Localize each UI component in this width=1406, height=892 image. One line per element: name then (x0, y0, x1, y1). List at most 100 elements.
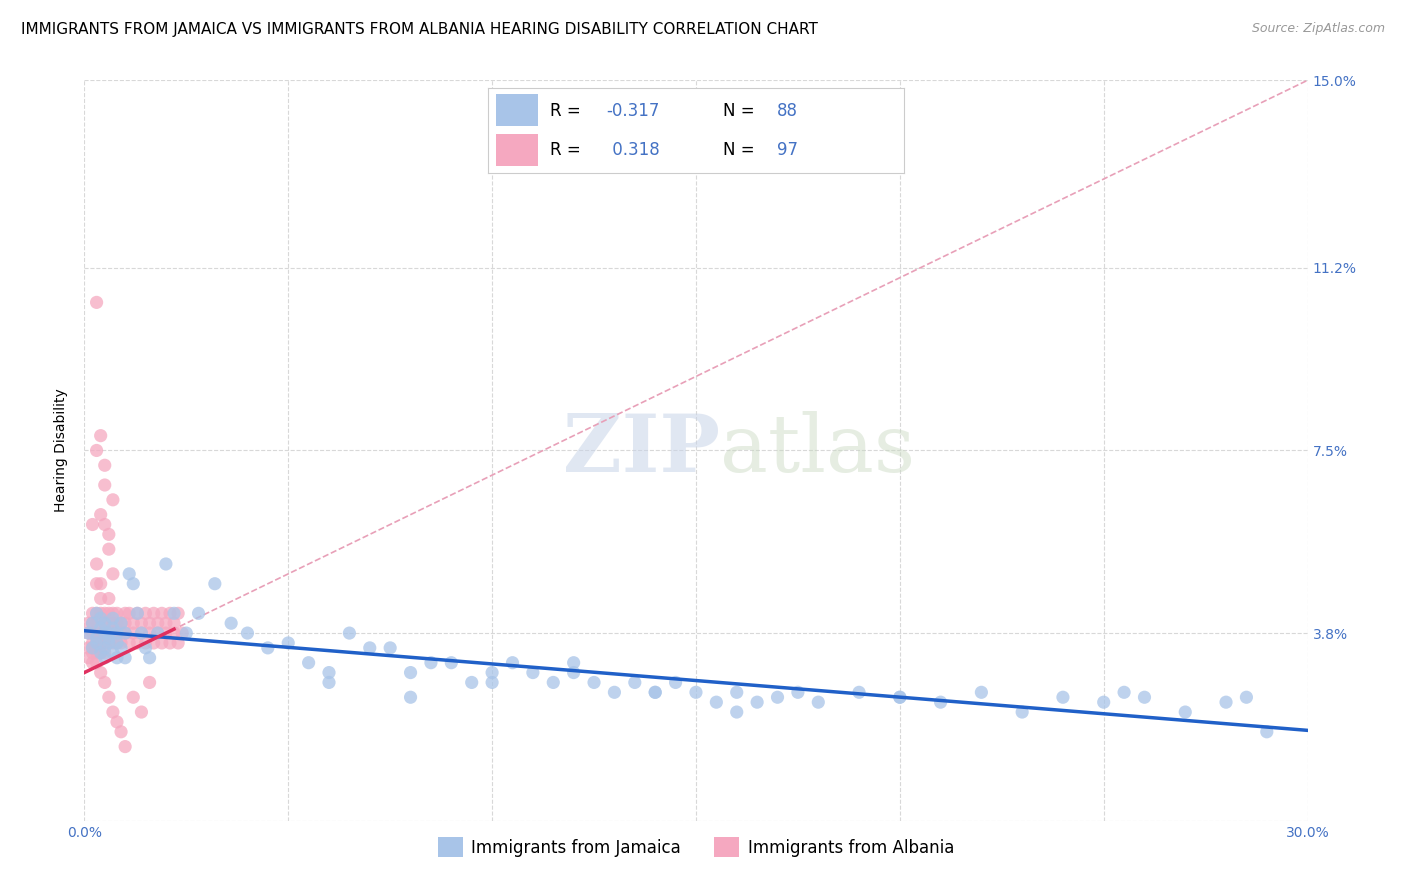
Point (135, 607, 157, 621)
Point (150, 636, 173, 650)
Point (257, 640, 280, 655)
Point (97, 527, 120, 541)
Point (82, 640, 104, 655)
Text: ZIP: ZIP (564, 411, 720, 490)
Point (101, 646, 124, 660)
Y-axis label: Hearing Disability: Hearing Disability (55, 389, 69, 512)
Point (86, 443, 108, 458)
Point (142, 607, 165, 621)
Point (163, 607, 186, 621)
Point (174, 626, 197, 640)
Point (644, 685, 666, 699)
Point (86, 646, 108, 660)
Point (97, 607, 120, 621)
Point (219, 616, 242, 631)
Point (339, 626, 361, 640)
Point (135, 636, 157, 650)
Point (502, 656, 524, 670)
Point (105, 650, 128, 665)
Point (122, 690, 145, 705)
Point (82, 616, 104, 631)
Point (562, 656, 585, 670)
Point (110, 626, 132, 640)
Point (82, 656, 104, 670)
Point (146, 626, 169, 640)
Point (93, 636, 115, 650)
Point (101, 621, 124, 635)
Point (110, 724, 132, 739)
Point (562, 665, 585, 680)
Point (86, 636, 108, 650)
Point (624, 675, 647, 690)
Point (146, 616, 169, 631)
Point (787, 685, 810, 699)
Point (1011, 705, 1033, 719)
Point (90, 665, 112, 680)
Point (122, 616, 145, 631)
Point (93, 607, 115, 621)
Point (86, 656, 108, 670)
Point (481, 665, 503, 680)
Point (159, 607, 181, 621)
Point (93, 626, 115, 640)
Point (187, 607, 209, 621)
Point (97, 626, 120, 640)
Point (93, 646, 115, 660)
Point (1215, 695, 1237, 709)
Point (725, 685, 748, 699)
Point (522, 665, 544, 680)
Point (86, 636, 108, 650)
Point (105, 714, 128, 729)
Point (236, 626, 259, 640)
Point (114, 650, 136, 665)
Point (118, 636, 141, 650)
Point (131, 626, 153, 640)
Point (138, 650, 160, 665)
Point (122, 576, 145, 591)
Point (114, 739, 136, 754)
Point (848, 685, 870, 699)
Point (90, 621, 112, 635)
Point (889, 690, 911, 705)
Point (118, 566, 141, 581)
Point (1236, 690, 1258, 705)
Point (93, 458, 115, 473)
Point (101, 616, 124, 631)
Point (138, 626, 160, 640)
Point (93, 626, 115, 640)
Point (101, 492, 124, 507)
Point (127, 607, 149, 621)
Point (86, 295, 108, 310)
Point (90, 508, 112, 522)
Point (318, 675, 340, 690)
Point (146, 626, 169, 640)
Point (603, 685, 626, 699)
Point (101, 636, 124, 650)
Point (277, 636, 299, 650)
Point (135, 640, 157, 655)
Point (929, 695, 952, 709)
Point (131, 705, 153, 719)
Point (105, 636, 128, 650)
Point (97, 626, 120, 640)
Point (685, 685, 707, 699)
Point (380, 640, 402, 655)
Point (155, 626, 177, 640)
Point (970, 685, 993, 699)
Point (90, 646, 112, 660)
Point (1114, 685, 1136, 699)
Point (155, 616, 177, 631)
Point (766, 690, 789, 705)
Point (420, 656, 443, 670)
Point (127, 636, 149, 650)
Point (86, 607, 108, 621)
Point (93, 650, 115, 665)
Point (105, 616, 128, 631)
Point (114, 626, 136, 640)
Point (461, 675, 484, 690)
Point (97, 636, 120, 650)
Point (86, 607, 108, 621)
Point (543, 675, 565, 690)
Point (127, 607, 149, 621)
Point (204, 576, 226, 591)
